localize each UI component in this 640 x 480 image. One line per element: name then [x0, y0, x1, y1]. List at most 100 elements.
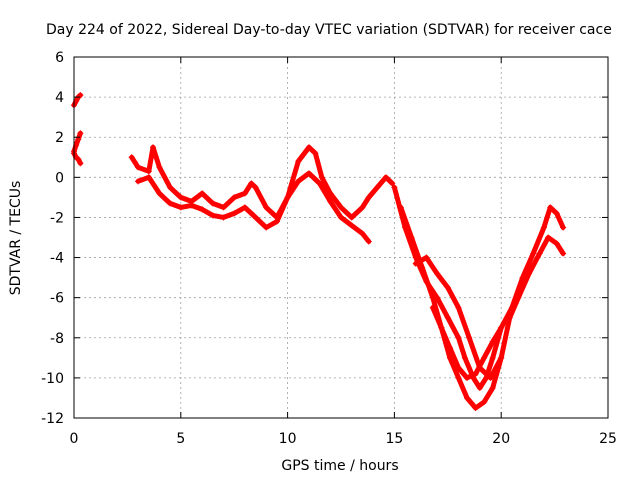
grid-lines	[74, 57, 608, 418]
data-point	[498, 324, 505, 331]
series-arc-main-upper	[128, 144, 396, 221]
series-trace	[71, 150, 83, 166]
data-point	[199, 190, 206, 197]
data-point	[318, 174, 325, 181]
data-point	[481, 354, 488, 361]
data-point	[135, 178, 142, 185]
data-point	[188, 202, 195, 209]
series-trace	[71, 92, 83, 108]
data-point	[220, 204, 227, 211]
data-point	[476, 384, 483, 391]
data-point	[145, 174, 152, 181]
data-point	[156, 164, 163, 171]
data-point	[75, 156, 82, 163]
data-point	[545, 234, 552, 241]
data-point	[560, 250, 567, 257]
data-point	[263, 204, 270, 211]
series-arc-early-b	[71, 130, 84, 155]
data-point	[177, 194, 184, 201]
data-point	[77, 92, 84, 99]
data-point	[461, 354, 468, 361]
y-tick-label: -12	[41, 411, 64, 427]
data-point	[547, 204, 554, 211]
data-point	[284, 194, 291, 201]
data-point	[489, 338, 496, 345]
x-tick-label: 20	[492, 431, 510, 447]
data-point	[540, 224, 547, 231]
data-point	[472, 370, 479, 377]
data-point	[525, 270, 532, 277]
data-point	[231, 210, 238, 217]
data-point	[338, 214, 344, 221]
x-tick-label: 25	[599, 431, 617, 447]
data-point	[382, 174, 389, 181]
y-tick-label: 4	[55, 90, 64, 106]
data-point	[348, 214, 355, 221]
data-point	[305, 144, 312, 151]
x-axis-label: GPS time / hours	[281, 458, 398, 474]
data-point	[408, 234, 415, 241]
data-point	[263, 224, 270, 231]
data-point	[135, 164, 142, 171]
data-point	[248, 180, 255, 187]
data-point	[397, 204, 404, 211]
data-point	[455, 334, 462, 341]
data-point	[316, 180, 323, 187]
data-point	[446, 344, 453, 351]
data-point	[295, 158, 302, 165]
y-tick-label: -10	[41, 371, 64, 387]
y-tick-label: -2	[50, 210, 64, 226]
x-axis-ticks: 0 5 10 15 20 25	[70, 57, 617, 447]
data-point	[295, 178, 302, 185]
y-tick-label: 0	[55, 170, 64, 186]
data-point	[429, 304, 436, 311]
data-point	[444, 314, 451, 321]
y-tick-label: 2	[55, 130, 64, 146]
data-point	[241, 204, 248, 211]
data-point	[167, 200, 174, 207]
series-trace	[413, 255, 504, 381]
y-axis-label: SDTVAR / TECUs	[8, 181, 24, 296]
series-arc-drop-c	[412, 254, 505, 381]
data-point	[167, 184, 174, 191]
data-point	[464, 374, 471, 381]
data-series-group	[71, 92, 567, 411]
data-point	[444, 284, 451, 291]
y-tick-label: 6	[55, 50, 64, 66]
x-tick-label: 0	[70, 431, 79, 447]
series-arc-early-c	[71, 150, 84, 167]
series-trace	[71, 130, 83, 154]
data-point	[429, 294, 436, 301]
data-point	[412, 260, 419, 267]
data-point	[487, 374, 494, 381]
data-point	[77, 160, 84, 167]
data-point	[419, 264, 426, 271]
data-point	[177, 204, 184, 211]
data-point	[359, 204, 366, 211]
data-point	[150, 144, 157, 151]
data-point	[273, 218, 280, 225]
y-tick-label: -6	[50, 291, 64, 307]
data-point	[481, 398, 488, 405]
data-point	[455, 364, 462, 371]
data-point	[145, 168, 152, 175]
x-tick-label: 5	[176, 431, 185, 447]
plot-frame	[73, 56, 609, 419]
data-point	[359, 230, 366, 237]
data-point	[305, 170, 312, 177]
data-point	[252, 184, 259, 191]
data-point	[553, 210, 560, 217]
data-point	[128, 154, 135, 161]
data-point	[472, 404, 479, 411]
chart-title: Day 224 of 2022, Sidereal Day-to-day VTE…	[46, 22, 612, 38]
series-trace	[129, 144, 395, 220]
data-point	[464, 394, 471, 401]
data-point	[252, 214, 259, 221]
data-point	[209, 212, 216, 219]
data-point	[434, 270, 441, 277]
data-point	[389, 180, 396, 187]
data-point	[220, 214, 227, 221]
data-point	[455, 304, 462, 311]
series-arc-early-a	[71, 92, 84, 109]
data-point	[489, 354, 496, 361]
